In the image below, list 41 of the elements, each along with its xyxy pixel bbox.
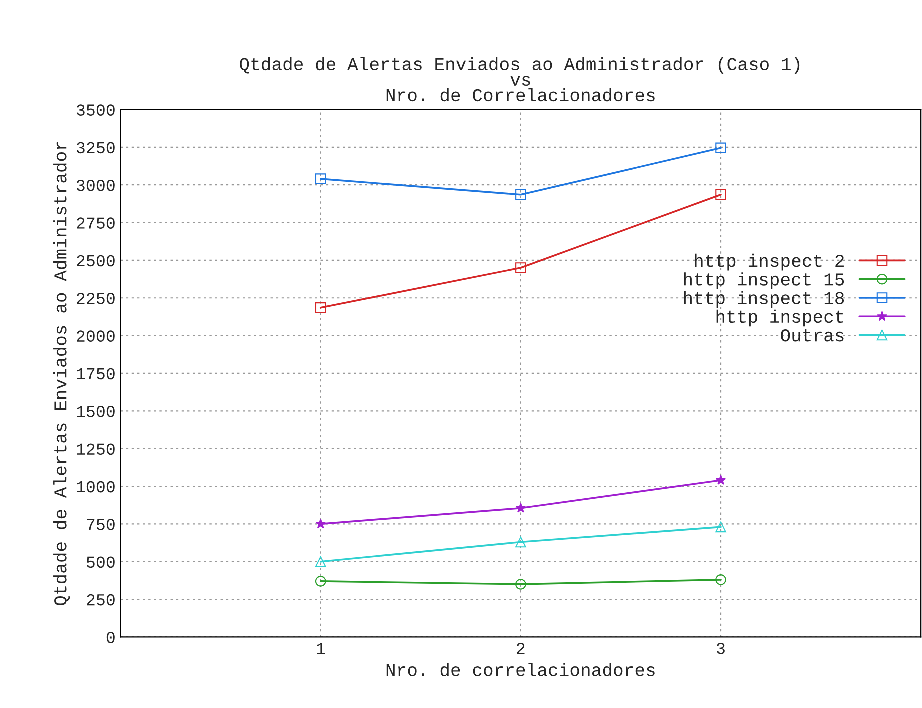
point [516,262,526,274]
y-tick-label: 2250 [77,293,115,304]
point [315,576,326,587]
y-tick-label: 0 [106,632,115,644]
legend-label: Outras [781,329,844,342]
y-tick-label: 1250 [77,444,115,456]
y-tick-label: 3250 [76,142,115,154]
x-tick-label: 1 [317,643,326,654]
x-tick-label: 3 [717,642,725,654]
point [716,522,726,533]
y-tick-label: 1750 [77,368,115,380]
legend-label: http inspect 2 [695,254,844,271]
legend-label: http inspect 15 [684,272,844,290]
point [315,174,326,184]
y-tick-label: 1000 [77,481,115,493]
point [316,518,326,529]
point [315,302,326,314]
y-tick-label: 1500 [77,406,115,418]
point [315,556,326,568]
legend-label: http inspect [716,310,844,327]
y-tick-label: 3500 [76,104,115,116]
point [516,536,526,548]
point [716,190,726,200]
point [716,574,726,586]
y-tick-label: 500 [86,556,115,568]
y-tick-label: 2500 [77,255,115,267]
point [716,142,726,154]
y-tick-label: 2000 [77,330,115,342]
legend-label: http inspect 18 [684,291,844,308]
y-tick-label: 250 [87,594,115,606]
chart-title: Qtdade de Alertas Enviados ao Administrador (Caso 1) vs Nro. de Correlacionadores [240,57,800,102]
point [716,475,726,485]
point [516,579,526,590]
point [516,502,526,513]
y-axis-title: Qtdade de Alertas Enviados ao Administrador [54,142,70,606]
point [516,190,526,200]
y-tick-label: 2750 [77,218,115,229]
y-tick-label: 3000 [76,180,115,192]
y-tick-label: 750 [87,519,115,530]
x-tick-label: 2 [517,642,525,654]
x-axis-title: Nro. de correlacionadores [386,663,655,676]
